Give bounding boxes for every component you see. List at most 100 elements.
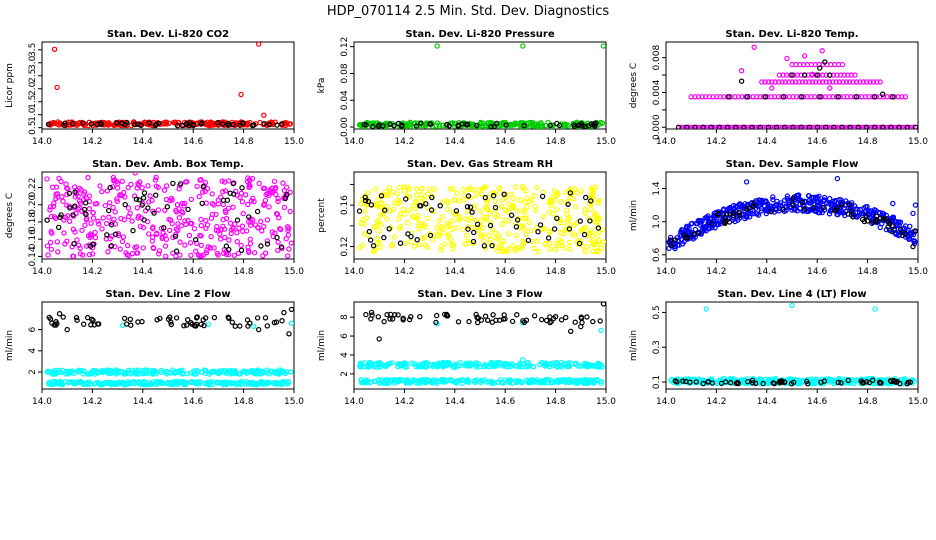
panel-9-data-point	[872, 306, 878, 312]
panel-5-data-point	[499, 221, 505, 228]
panel-5-data-point	[537, 222, 544, 228]
panel-3-data-point	[841, 72, 847, 78]
panel-4-data-point	[208, 233, 214, 240]
panel-5-data-point	[394, 191, 401, 197]
panel-5-data-point	[466, 217, 473, 224]
panel-4-data-point	[119, 178, 126, 184]
panel-8-data-point	[455, 319, 462, 325]
panel-2-data-point	[520, 43, 526, 49]
panel-5-data-point	[551, 197, 557, 204]
panel-7-data-point	[201, 322, 207, 329]
panel-6-data-point	[691, 231, 697, 237]
panel-8-data-point	[545, 361, 552, 368]
panel-4-data-point	[90, 215, 97, 221]
panel-3-data-point	[874, 79, 880, 85]
panel-3-data-point	[891, 94, 898, 100]
panel-6-data-point	[715, 221, 722, 228]
panel-4-data-point	[195, 252, 202, 258]
panels-grid: Stan. Dev. Li-820 CO2 14.0 14.2 14.4 14.6 14.…	[5, 29, 928, 407]
panel-7-data-point	[74, 317, 80, 323]
panel-2-data-point	[446, 123, 452, 129]
panel-3-data-point	[705, 124, 711, 129]
panel-8-data-point	[514, 312, 520, 318]
panel-4-data-point	[105, 249, 111, 255]
panel-5-data-point	[576, 237, 582, 244]
panel-6-y-tick-label: 1.0	[652, 214, 662, 229]
panel-9-data-point	[739, 377, 745, 383]
panel-4-data-point	[181, 203, 187, 209]
panel-5-data-point	[586, 229, 593, 236]
panel-5-data-point	[365, 198, 372, 205]
panel-3-data-point	[878, 124, 884, 129]
panel-3-data-point	[779, 79, 785, 85]
panel-7-data-point	[202, 315, 209, 321]
panel-9-data-point	[893, 379, 899, 385]
panel-5-data-point	[480, 214, 487, 220]
panel-8-data-point	[598, 327, 604, 334]
panel-4-data-point	[67, 205, 73, 211]
panel-5-data-point	[377, 240, 383, 246]
panel-8-data-point	[408, 314, 414, 320]
panel-6-data-point	[889, 228, 895, 235]
panel-9-data-point	[835, 379, 842, 386]
panel-4-data-point	[272, 230, 278, 236]
panel-5-data-point	[508, 212, 515, 218]
panel-6: Stan. Dev. Sample Flow 14.0 14.2 14.4 14.6 14…	[629, 159, 928, 277]
panel-7-data-point	[49, 371, 56, 377]
panel-2-data-point	[474, 122, 480, 129]
panel-3-data-point	[840, 79, 846, 85]
panel-3-data-point	[847, 79, 853, 85]
panel-3-data-point	[853, 94, 860, 100]
panel-5-data-point	[492, 204, 499, 211]
panel-5-data-point	[595, 199, 601, 206]
panel-3-data-point	[819, 48, 825, 54]
panel-6-data-point	[765, 204, 772, 210]
panel-6-data-point	[785, 202, 792, 208]
panel-3-series-temp-sd	[675, 44, 918, 129]
panel-5-data-point	[449, 217, 456, 224]
panel-5-data-point	[438, 247, 444, 253]
panel-5-data-point	[400, 206, 406, 212]
panel-6-series-sample-flow-sd	[666, 175, 918, 252]
panel-5-data-point	[567, 221, 573, 227]
panel-5-data-point	[473, 192, 479, 198]
panel-5-data-point	[517, 197, 523, 203]
panel-5-data-point	[540, 213, 547, 220]
panel-3-data-point	[886, 124, 892, 129]
panel-8-x-tick-label: 14.0	[344, 397, 364, 407]
panel-3-data-point	[871, 94, 878, 100]
panel-5-data-point	[401, 184, 407, 190]
panel-6-data-point	[877, 215, 884, 221]
panel-6-data-point	[910, 237, 917, 244]
panel-3-data-point	[765, 124, 772, 129]
panel-4-data-point	[245, 214, 252, 220]
panel-7-data-point	[208, 369, 214, 376]
panel-7-data-point	[244, 317, 251, 323]
panel-8-data-point	[410, 377, 417, 383]
panel-4-data-point	[132, 172, 138, 176]
panel-1-data-point	[287, 121, 293, 127]
panel-6-data-point	[668, 242, 674, 249]
panel-4-data-point	[82, 200, 89, 206]
panel-4-data-point	[66, 190, 73, 197]
panel-6-data-point	[877, 224, 883, 231]
panel-3-data-point	[813, 79, 819, 85]
panel-8-data-point	[384, 312, 390, 318]
panel-4-data-point	[243, 228, 250, 234]
panel-4-data-point	[56, 224, 62, 231]
panel-5-data-point	[391, 234, 398, 240]
panel-6-data-point	[821, 204, 827, 211]
panel-5-data-point	[421, 221, 427, 228]
panel-1: Stan. Dev. Li-820 CO2 14.0 14.2 14.4 14.6 14.…	[5, 29, 304, 147]
panel-6-x-tick-label: 14.4	[757, 267, 777, 277]
panel-3-data-point	[716, 124, 723, 129]
panel-4-data-point	[234, 238, 240, 245]
panel-8-data-point	[392, 380, 398, 386]
panel-4-data-point	[119, 238, 126, 245]
panel-4-data-point	[58, 212, 64, 218]
panel-5-x-tick-label: 14.4	[445, 267, 465, 277]
panel-6-data-point	[855, 212, 862, 219]
panel-8-data-point	[389, 360, 395, 366]
panel-4-data-point	[199, 200, 205, 207]
panel-7-data-point	[148, 381, 154, 387]
